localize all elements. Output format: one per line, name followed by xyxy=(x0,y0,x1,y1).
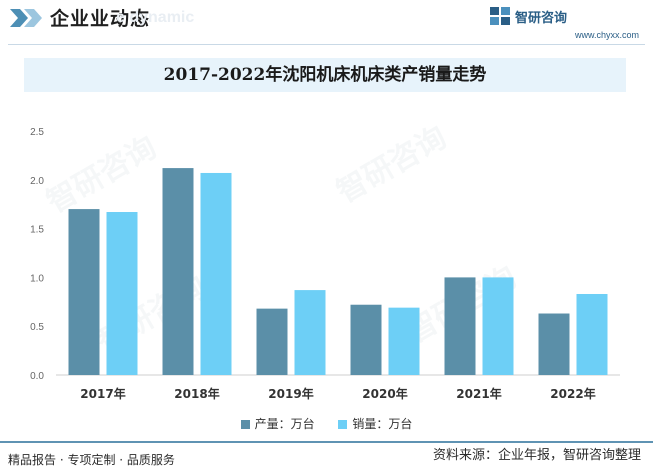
x-tick-label: 2017年 xyxy=(80,386,125,401)
brand-name: 智研咨询 xyxy=(515,11,568,26)
header-title: 企业业动态 xyxy=(50,8,151,30)
brand: 智研咨询 www.chyxx.com xyxy=(489,6,639,42)
legend: 产量：万台 销量：万台 xyxy=(0,415,653,433)
chevron-icon xyxy=(10,9,42,27)
bar-sales xyxy=(106,212,138,375)
footer-source: 资料来源：企业年报，智研咨询整理 xyxy=(432,448,641,463)
legend-swatch-sales xyxy=(338,420,348,429)
x-tick-label: 2018年 xyxy=(174,386,219,401)
bar-production xyxy=(162,168,194,375)
footer-tagline: 精品报告 · 专项定制 · 品质服务 xyxy=(8,453,175,467)
legend-label-production: 产量：万台 xyxy=(254,417,315,431)
y-tick-label: 2.0 xyxy=(30,176,44,187)
bar-sales xyxy=(388,307,420,375)
header-subtitle: e dynamic xyxy=(116,9,195,26)
footer: 精品报告 · 专项定制 · 品质服务 资料来源：企业年报，智研咨询整理 xyxy=(0,441,653,474)
bar-production xyxy=(68,209,100,375)
chart-title: 2017-2022年沈阳机床机床类产销量走势 xyxy=(24,58,626,92)
y-tick-label: 1.0 xyxy=(30,273,44,284)
bar-production xyxy=(538,313,570,375)
header-divider xyxy=(8,44,645,45)
bar-production xyxy=(350,304,382,375)
bar-sales xyxy=(294,290,326,375)
x-tick-label: 2019年 xyxy=(268,386,313,401)
bar-sales xyxy=(576,293,608,375)
x-tick-label: 2022年 xyxy=(550,386,595,401)
legend-item-production: 产量：万台 xyxy=(240,415,315,432)
bar-chart: 0.0 0.5 1.0 1.5 2.0 2.5 2017年 2018年 2019年 2020年 20… xyxy=(30,127,620,401)
x-tick-label: 2021年 xyxy=(456,386,501,401)
bar-sales xyxy=(482,277,514,375)
y-tick-label: 0.0 xyxy=(30,371,44,382)
legend-item-sales: 销量：万台 xyxy=(338,415,412,432)
y-tick-label: 0.5 xyxy=(30,322,44,333)
brand-logo-icon xyxy=(490,7,510,25)
brand-url: www.chyxx.com xyxy=(574,30,639,40)
legend-label-sales: 销量：万台 xyxy=(352,417,413,431)
bar-sales xyxy=(200,172,232,375)
legend-swatch-production xyxy=(240,420,250,429)
bar-production xyxy=(444,277,476,375)
bar-production xyxy=(256,308,288,375)
header: 企业业动态 e dynamic 智研咨询 www.chyxx.com xyxy=(0,0,653,46)
x-tick-label: 2020年 xyxy=(362,386,407,401)
y-tick-label: 1.5 xyxy=(30,225,44,236)
y-tick-label: 2.5 xyxy=(30,127,44,138)
